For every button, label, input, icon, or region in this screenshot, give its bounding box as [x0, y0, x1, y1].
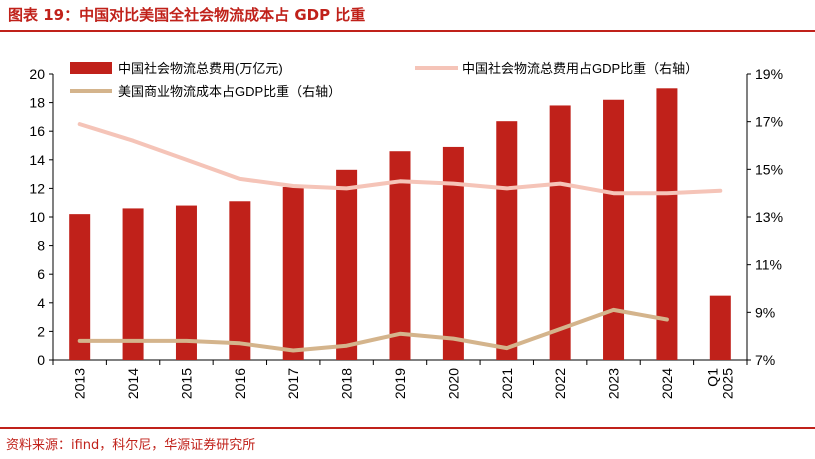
legend-swatch-bars: [70, 62, 112, 74]
bar: [709, 295, 731, 360]
bottom-rule: [0, 427, 815, 429]
x-tick-label: 2024: [659, 368, 675, 399]
right-tick-label: 15%: [755, 161, 783, 177]
x-tick-label: 2021: [499, 368, 515, 399]
bar: [69, 214, 91, 360]
bar: [175, 205, 197, 360]
bar: [336, 169, 358, 360]
legend-label-us-ratio: 美国商业物流成本占GDP比重（右轴）: [118, 84, 341, 99]
line-us-ratio: [77, 307, 669, 353]
x-tick-label: 2018: [339, 368, 355, 399]
left-tick-label: 12: [29, 180, 45, 196]
left-tick-label: 10: [29, 209, 45, 225]
left-tick-label: 4: [37, 295, 45, 311]
x-tick-label-sub: Q1: [704, 368, 720, 387]
x-tick-label: 2013: [72, 368, 88, 399]
bar: [656, 88, 678, 361]
x-tick-label: 2014: [125, 368, 141, 399]
right-tick-label: 17%: [755, 114, 783, 130]
bar: [282, 186, 304, 360]
bar: [122, 208, 144, 360]
source-note: 资料来源：ifind，科尔尼，华源证券研究所: [6, 438, 256, 453]
left-tick-label: 20: [29, 66, 45, 82]
x-tick-label: 2023: [606, 368, 622, 399]
left-tick-label: 8: [37, 238, 45, 254]
right-tick-label: 9%: [755, 304, 775, 320]
left-tick-label: 0: [37, 352, 45, 368]
x-tick-label: 2020: [445, 368, 461, 399]
bar: [549, 105, 571, 361]
x-tick-label: 2025: [719, 368, 735, 399]
left-tick-label: 16: [29, 123, 45, 139]
legend-label-bars: 中国社会物流总费用(万亿元): [118, 61, 283, 76]
right-tick-label: 19%: [755, 66, 783, 82]
legend-label-china-ratio: 中国社会物流总费用占GDP比重（右轴）: [462, 61, 698, 76]
bar: [603, 99, 625, 361]
left-tick-label: 14: [29, 152, 45, 168]
x-tick-label: 2015: [178, 368, 194, 399]
x-tick-label: 2017: [285, 368, 301, 399]
right-tick-label: 13%: [755, 209, 783, 225]
figure-title: 图表 19：中国对比美国全社会物流成本占 GDP 比重: [8, 6, 366, 24]
x-tick-label: 2019: [392, 368, 408, 399]
left-tick-label: 6: [37, 266, 45, 282]
right-tick-label: 7%: [755, 352, 775, 368]
bar: [229, 201, 251, 360]
top-rule: [0, 30, 815, 32]
left-tick-label: 2: [37, 323, 45, 339]
line-china-ratio: [77, 122, 723, 196]
bar: [442, 146, 464, 360]
bar: [389, 151, 411, 360]
bar: [496, 121, 518, 360]
x-tick-label: 2016: [232, 368, 248, 399]
left-tick-label: 18: [29, 95, 45, 111]
plot-area: 0 2 4 6 8 10 12 14 16 18 20 7% 9% 11% 13% 15% 17% 19% 2013…: [29, 61, 783, 399]
x-tick-label: 2022: [552, 368, 568, 399]
right-tick-label: 11%: [755, 257, 782, 273]
